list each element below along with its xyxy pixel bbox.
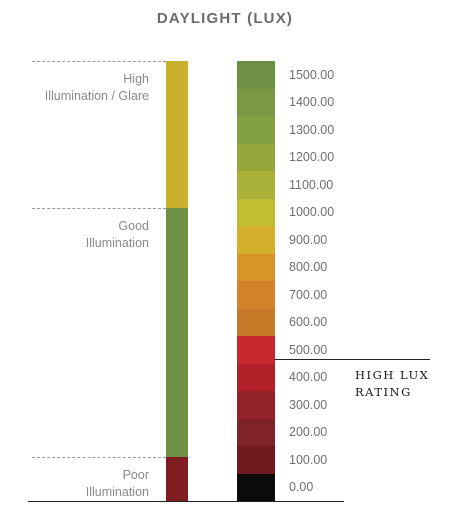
scale-cell-13 <box>237 418 275 447</box>
high-lux-label-line1: HIGH LUX <box>355 368 430 382</box>
zone-divider-1 <box>32 207 166 209</box>
tick-label: 1300.00 <box>289 122 335 137</box>
tick-label: 900.00 <box>289 232 328 247</box>
zone-label-2: Poor Illumination <box>85 468 149 499</box>
high-lux-label-line2: RATING <box>355 385 412 399</box>
zone-label-1: Good Illumination <box>85 218 149 250</box>
tick-label: 500.00 <box>289 342 328 357</box>
tick-label: 600.00 <box>289 315 328 330</box>
scale-cell-8 <box>237 281 275 310</box>
tick-label: 1000.00 <box>289 205 335 220</box>
scale-cell-10 <box>237 336 275 365</box>
tick-label: 0.00 <box>289 480 314 495</box>
tick-label: 1200.00 <box>289 150 335 165</box>
zone-divider-2 <box>32 457 166 458</box>
zone-bar-2 <box>166 457 188 501</box>
scale-cell-9 <box>237 308 275 337</box>
scale-cell-7 <box>237 253 275 282</box>
tick-label: 400.00 <box>289 370 328 385</box>
scale-cell-6 <box>237 226 275 255</box>
zone-divider-0 <box>32 61 166 62</box>
chart-title: DAYLIGHT (LUX) <box>156 10 294 27</box>
scale-cell-15 <box>237 473 275 502</box>
high-lux-threshold-line <box>275 359 430 360</box>
tick-label: 1100.00 <box>289 177 334 192</box>
tick-label: 700.00 <box>289 287 328 302</box>
scale-cell-3 <box>237 143 275 172</box>
tick-label: 800.00 <box>289 260 328 275</box>
scale-cell-14 <box>237 446 275 475</box>
tick-label: 200.00 <box>289 425 328 440</box>
tick-label: 1500.00 <box>289 67 335 82</box>
tick-label: 100.00 <box>289 452 328 467</box>
high-lux-rating-label: HIGH LUX RATING <box>355 367 429 401</box>
scale-cell-2 <box>237 116 275 145</box>
tick-label: 300.00 <box>289 397 328 412</box>
scale-cell-1 <box>237 88 275 117</box>
zone-bar-1 <box>166 207 188 457</box>
scale-cell-12 <box>237 391 275 420</box>
scale-cell-5 <box>237 198 275 227</box>
zone-label-0: High Illumination / Glare <box>44 72 149 103</box>
zone-bar-0 <box>166 61 188 208</box>
scale-cell-0 <box>237 61 275 90</box>
scale-cell-4 <box>237 171 275 200</box>
baseline <box>28 501 344 502</box>
tick-label: 1400.00 <box>289 95 335 110</box>
scale-cell-11 <box>237 363 275 392</box>
